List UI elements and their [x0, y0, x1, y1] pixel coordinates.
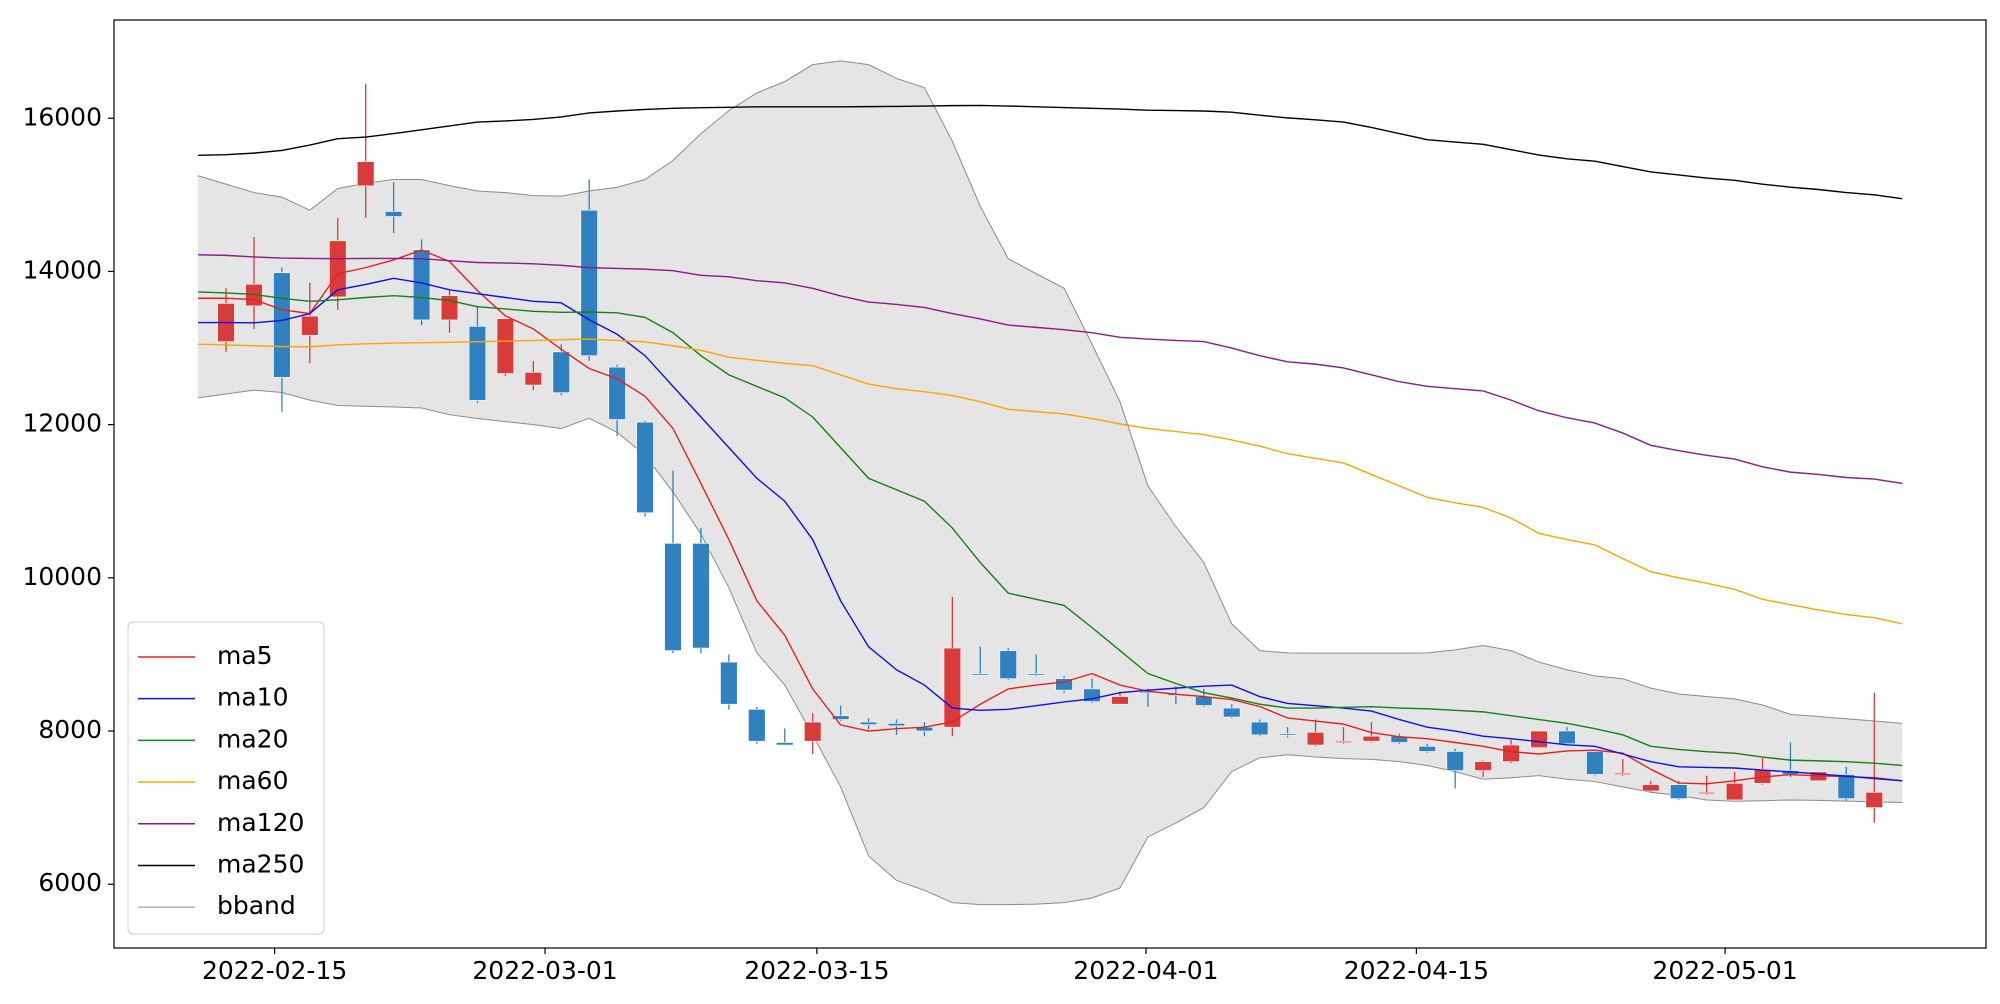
candle-body	[496, 318, 515, 374]
candle-body	[1697, 791, 1716, 795]
candle-body	[384, 211, 403, 217]
candle-body	[329, 240, 347, 298]
candle-body	[1306, 732, 1325, 746]
candle-body	[552, 351, 570, 394]
y-tick-label: 8000	[38, 715, 102, 744]
candle-body	[273, 272, 291, 378]
candle-body	[608, 366, 626, 420]
legend-label: ma250	[217, 849, 304, 878]
band-edge	[197, 60, 1903, 724]
legend-box	[127, 621, 325, 935]
candle-body	[1530, 730, 1548, 748]
candle-body	[524, 372, 543, 386]
candle-body	[1278, 733, 1297, 736]
candle-body	[1250, 721, 1269, 736]
legend-label: ma5	[217, 641, 273, 670]
candle-body	[1502, 744, 1520, 762]
x-tick-label: 2022-03-01	[472, 956, 617, 985]
ma-line	[198, 254, 1903, 485]
candle-body	[664, 543, 682, 651]
ma-line	[198, 104, 1903, 200]
ma-line	[198, 277, 1903, 782]
candle-body	[943, 647, 962, 728]
x-tick-label: 2022-03-15	[744, 956, 889, 985]
x-tick-label: 2022-05-01	[1652, 956, 1797, 985]
candle-body	[580, 209, 598, 357]
candle-body	[468, 326, 487, 401]
candle-body	[1111, 696, 1129, 705]
legend-label: ma60	[217, 766, 288, 795]
candle-body	[301, 315, 319, 336]
candle-body	[887, 723, 906, 727]
candle-body	[1334, 740, 1353, 743]
candle-body	[720, 661, 738, 705]
ma-line	[198, 291, 1903, 767]
candle-body	[1027, 673, 1045, 676]
candle-body	[1586, 751, 1604, 775]
candle-body	[1614, 772, 1632, 775]
candle-body	[1474, 761, 1492, 771]
legend-label: ma10	[217, 683, 288, 712]
x-tick-label: 2022-02-15	[202, 956, 347, 985]
y-tick-label: 10000	[22, 562, 102, 591]
candle-body	[971, 673, 989, 676]
band-area	[198, 60, 1903, 905]
y-tick-label: 16000	[22, 102, 102, 131]
candle-body	[1642, 784, 1660, 792]
candle-body	[636, 421, 654, 514]
candle-body	[776, 742, 794, 746]
candle-body	[692, 543, 710, 649]
x-tick-label: 2022-04-01	[1073, 956, 1218, 985]
x-tick-label: 2022-04-15	[1344, 956, 1489, 985]
candle-body	[804, 721, 822, 742]
candle-body	[1725, 783, 1744, 801]
candle-body	[1055, 678, 1073, 691]
legend-label: ma20	[217, 724, 288, 753]
candle-body	[1865, 791, 1883, 808]
candle-body	[1223, 707, 1241, 718]
candle-body	[1446, 751, 1464, 771]
y-tick-label: 12000	[22, 409, 102, 438]
legend-label: bband	[217, 891, 296, 920]
y-tick-label: 6000	[38, 868, 102, 897]
ma-line	[198, 338, 1903, 625]
legend-label: ma120	[217, 808, 304, 837]
candle-body	[999, 650, 1017, 679]
candle-body	[831, 715, 850, 720]
plot-frame	[113, 19, 1987, 949]
candle-body	[748, 709, 766, 742]
candle-body	[1670, 784, 1688, 799]
band-edge	[198, 389, 1903, 906]
y-tick-label: 14000	[22, 255, 102, 284]
candle-body	[1418, 746, 1436, 752]
candle-body	[1837, 774, 1856, 799]
candle-body	[1362, 735, 1381, 742]
candle-body	[1558, 730, 1576, 745]
candle-body	[357, 161, 375, 187]
candle-body	[859, 721, 878, 725]
